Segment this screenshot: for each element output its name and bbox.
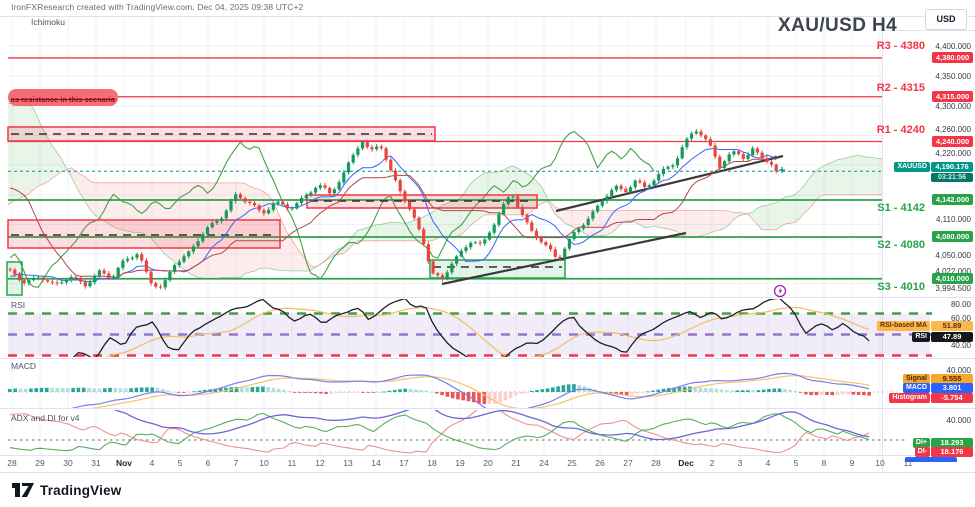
time-axis-label: 26 (595, 458, 605, 468)
price-axis-label: 4,022.000 (935, 267, 971, 276)
level-price-badge: 4,010.000 (932, 273, 973, 285)
adx-value-badge-partial (905, 457, 957, 462)
level-label-s1: S1 - 4142 (877, 202, 925, 214)
rsi-badge: RSI-based MA 51.89 (876, 320, 973, 331)
level-price-badge: 4,380.000 (932, 52, 973, 64)
time-axis-label: 12 (315, 458, 325, 468)
symbol-badge-name: XAUUSD (894, 162, 930, 172)
time-axis-label: 25 (567, 458, 577, 468)
level-label-r2: R2 - 4315 (876, 82, 925, 94)
time-axis-label: 27 (623, 458, 633, 468)
price-axis-label: 40.000 (946, 415, 971, 425)
adx-badge-label: DI- (914, 447, 930, 457)
symbol-badge-price: 4,190.176 (931, 162, 973, 172)
resistance-note-text: as resistance in this scenario (10, 95, 116, 104)
time-axis-label: 17 (399, 458, 409, 468)
time-axis-label: 18 (427, 458, 437, 468)
tradingview-logo-icon (12, 483, 34, 497)
time-axis-label: 10 (259, 458, 269, 468)
time-axis-label: 20 (483, 458, 493, 468)
adx-badge: DI+ 18.293 (912, 437, 973, 448)
level-label-s2: S2 - 4080 (877, 239, 925, 251)
price-axis-label: 40.00 (950, 340, 971, 350)
level-price-badge: 4,142.000 (932, 194, 973, 206)
time-axis-label: 10 (875, 458, 885, 468)
level-label-r1: R1 - 4240 (876, 124, 925, 136)
time-axis-label: Dec (678, 458, 694, 468)
macd-badge: Signal 9.555 (902, 373, 973, 384)
time-axis-label: 24 (539, 458, 549, 468)
macd-badge: MACD 3.801 (903, 383, 973, 393)
resistance-note-drawing: as resistance in this scenario (8, 89, 118, 106)
rsi-badge: RSI 47.89 (912, 331, 973, 342)
rsi-badge-label: RSI (912, 331, 930, 342)
currency-button[interactable]: USD (925, 9, 967, 30)
time-axis-label: 4 (149, 458, 155, 468)
time-axis-label: 31 (91, 458, 101, 468)
tradingview-logo[interactable]: TradingView (12, 483, 121, 498)
price-axis-label: 4,220.000 (935, 149, 971, 158)
time-axis-label: 6 (205, 458, 211, 468)
level-label-s3: S3 - 4010 (877, 281, 925, 293)
macd-badge-value: -5.754 (931, 392, 973, 403)
time-axis-label: Nov (115, 458, 133, 468)
price-axis-label: 40.000 (946, 365, 971, 375)
level-price-badge: 4,240.000 (932, 135, 973, 147)
time-axis-label: 29 (35, 458, 45, 468)
price-axis-label: 80.00 (950, 299, 971, 309)
time-axis-label: 3 (737, 458, 743, 468)
rsi-badge-value: 51.89 (931, 320, 973, 331)
time-axis-label: 13 (343, 458, 353, 468)
time-axis-label: 30 (63, 458, 73, 468)
rsi-badge-value: 47.89 (931, 331, 973, 342)
adx-panel-label[interactable]: ADX and DI for v4 (11, 413, 80, 423)
price-axis-label: 4,050.000 (935, 250, 971, 260)
time-axis-label: 11 (903, 458, 913, 468)
price-axis-label: 4,110.000 (936, 214, 971, 224)
time-axis-label: 11 (287, 458, 297, 468)
time-axis-label: 4 (765, 458, 771, 468)
macd-badge-value: 9.555 (931, 373, 973, 384)
macd-badge: Histogram -5.754 (889, 392, 973, 403)
price-axis-label: 4,350.000 (935, 71, 971, 81)
symbol-price-badge: XAUUSD 4,190.176 (894, 162, 973, 172)
time-axis-label: 7 (233, 458, 239, 468)
time-axis-label: 21 (511, 458, 521, 468)
time-axis-label: 5 (177, 458, 183, 468)
level-label-r3: R3 - 4380 (876, 40, 925, 52)
adx-badge: DI- 18.176 (914, 447, 973, 457)
tradingview-logo-text: TradingView (40, 483, 122, 498)
ichimoku-legend-label[interactable]: Ichimoku (31, 17, 66, 27)
price-axis-label: 4,400.000 (935, 41, 971, 51)
price-axis-label: 60.00 (950, 313, 971, 323)
symbol-title: XAU/USD H4 (778, 15, 898, 36)
time-axis-label: 19 (455, 458, 465, 468)
adx-badge-value: 18.293 (931, 437, 973, 448)
price-axis-label: 3,994.500 (935, 283, 971, 293)
rsi-badge-label: RSI-based MA (876, 320, 930, 331)
macd-badge-label: MACD (903, 383, 930, 393)
time-axis-label: 2 (709, 458, 715, 468)
macd-badge-label: Signal (902, 373, 930, 384)
price-axis-label: 4,260.000 (935, 125, 971, 134)
time-axis-label: 28 (651, 458, 661, 468)
countdown-badge: 03:21:56 (931, 173, 973, 182)
macd-panel-label[interactable]: MACD (11, 361, 37, 371)
price-axis-label: 4,300.000 (935, 101, 971, 111)
macd-badge-value: 3.801 (931, 383, 973, 393)
time-axis-label: 9 (849, 458, 855, 468)
time-axis-label: 14 (371, 458, 381, 468)
macd-badge-label: Histogram (889, 392, 930, 403)
level-price-badge: 4,315.000 (932, 91, 973, 103)
time-axis-label: 5 (793, 458, 799, 468)
level-price-badge: 4,080.000 (932, 231, 973, 243)
time-axis-label: 28 (7, 458, 17, 468)
rsi-panel-label[interactable]: RSI (11, 300, 26, 310)
credit-text: IronFXResearch created with TradingView.… (11, 2, 304, 12)
time-axis-label: 8 (821, 458, 827, 468)
adx-badge-value: 18.176 (931, 447, 973, 457)
adx-badge-label: DI+ (912, 437, 930, 448)
